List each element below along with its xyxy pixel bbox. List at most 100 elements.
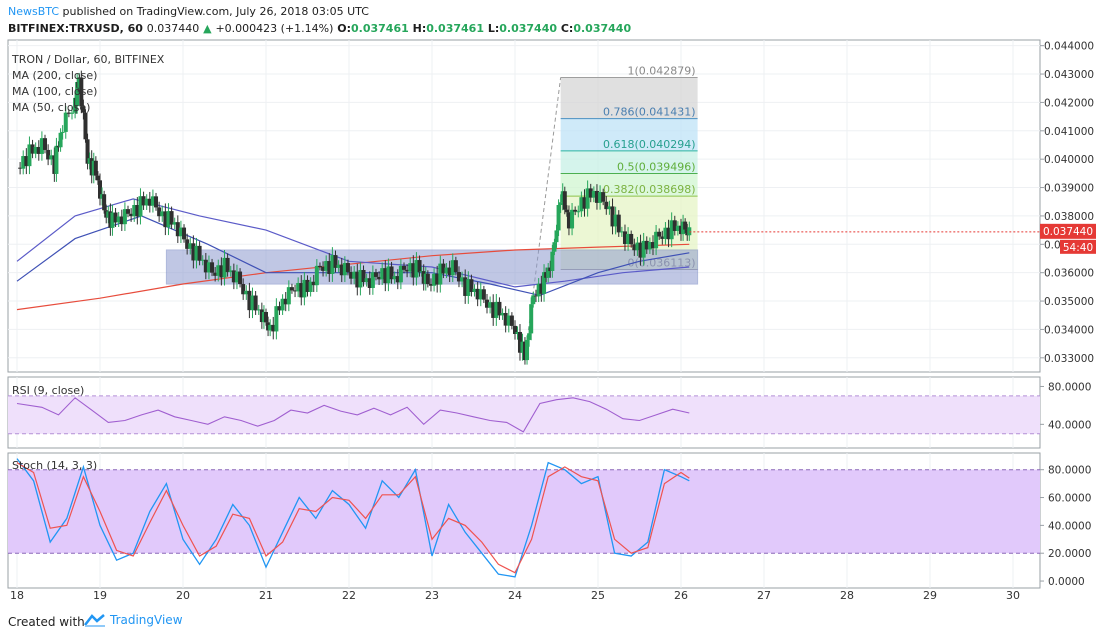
candle-body xyxy=(138,196,143,217)
rsi-label[interactable]: RSI (9, close) xyxy=(12,384,85,397)
candle-body xyxy=(638,242,643,258)
candle-body xyxy=(253,295,258,311)
candle-body xyxy=(432,273,437,286)
candle-body xyxy=(666,227,671,240)
stoch-label[interactable]: Stoch (14, 3, 3) xyxy=(12,459,98,472)
candle-body xyxy=(311,281,316,286)
open-value: 0.037461 xyxy=(351,22,409,35)
candle-body xyxy=(392,276,397,280)
candle-body xyxy=(166,211,171,228)
candle-body xyxy=(102,194,107,211)
candle-body xyxy=(358,269,363,288)
candle-body xyxy=(641,240,646,258)
candle-body xyxy=(685,229,690,236)
candle-body xyxy=(342,263,347,276)
candle-body xyxy=(647,242,652,250)
x-tick-label: 20 xyxy=(176,589,190,602)
candle-body xyxy=(414,260,419,278)
candle-body xyxy=(250,295,255,311)
candle-body xyxy=(550,251,555,271)
fib-level-label: 1(0.042879) xyxy=(628,64,696,77)
candle-body xyxy=(488,302,493,308)
x-tick-label: 26 xyxy=(674,589,688,602)
candle-body xyxy=(558,202,563,206)
candle-body xyxy=(529,304,534,334)
x-tick-label: 18 xyxy=(10,589,24,602)
x-tick-label: 23 xyxy=(425,589,439,602)
legend-ma200[interactable]: MA (200, close) xyxy=(12,69,98,82)
candle-body xyxy=(191,243,196,261)
candle-body xyxy=(522,341,527,361)
candle-body xyxy=(491,302,496,318)
candle-body xyxy=(503,312,508,326)
candle-body xyxy=(657,231,662,237)
candle-body xyxy=(330,255,335,274)
price-pane xyxy=(7,39,1041,373)
candle-body xyxy=(494,301,499,318)
candle-body xyxy=(419,271,424,273)
legend-ma100[interactable]: MA (100, close) xyxy=(12,85,98,98)
candle-body xyxy=(91,160,96,176)
candle-body xyxy=(271,324,276,332)
rsi-tick-label: 40.0000 xyxy=(1048,419,1091,431)
candle-body xyxy=(216,265,221,276)
candle-body xyxy=(484,299,489,308)
candle-body xyxy=(386,266,391,284)
x-tick-label: 22 xyxy=(342,589,356,602)
last-price: 0.037440 xyxy=(146,22,200,35)
up-arrow-icon: ▲ xyxy=(203,22,212,35)
candle-body xyxy=(497,301,502,316)
candle-body xyxy=(293,290,298,292)
tradingview-link[interactable]: TradingView xyxy=(84,613,183,627)
candle-body xyxy=(456,271,461,282)
candle-body xyxy=(160,211,165,217)
price-tick-label: 0.039000 xyxy=(1044,183,1094,195)
fib-zone xyxy=(560,77,698,119)
candle-body xyxy=(58,132,63,148)
candle-body xyxy=(106,211,111,218)
candle-body xyxy=(450,260,455,276)
candle-body xyxy=(447,267,452,276)
price-chart[interactable]: 18 19 20 21 22 23 24 25 26 27 28 29 30 0.044000 0.0430… xyxy=(0,38,1100,606)
candle-body xyxy=(277,306,282,311)
x-tick-label: 19 xyxy=(93,589,107,602)
candle-body xyxy=(30,144,35,154)
candle-body xyxy=(377,276,382,280)
candle-body xyxy=(395,276,400,283)
candle-body xyxy=(579,197,584,212)
low-value: 0.037440 xyxy=(499,22,558,35)
candle-body xyxy=(345,263,350,272)
candle-body xyxy=(660,236,665,239)
legend-ma50[interactable]: MA (50, close) xyxy=(12,101,91,114)
candle-body xyxy=(566,212,571,229)
candle-body xyxy=(539,283,544,294)
candle-body xyxy=(113,212,118,223)
candle-body xyxy=(570,209,575,229)
candle-body xyxy=(100,194,105,199)
candle-body xyxy=(163,211,168,228)
price-tick-label: 0.035000 xyxy=(1044,296,1094,308)
publisher-name[interactable]: NewsBTC xyxy=(8,5,60,18)
legend-title[interactable]: TRON / Dollar, 60, BITFINEX xyxy=(12,53,165,66)
candle-body xyxy=(274,306,279,332)
candle-body xyxy=(280,298,285,311)
candle-body xyxy=(116,216,121,223)
x-tick-label: 24 xyxy=(508,589,522,602)
candle-body xyxy=(261,311,266,323)
candle-body xyxy=(585,188,590,209)
fib-level-label: 0.382(0.038698) xyxy=(603,183,696,196)
candle-body xyxy=(56,145,61,148)
candle-body xyxy=(43,138,48,150)
candle-body xyxy=(544,272,549,278)
x-tick-label: 25 xyxy=(591,589,605,602)
candle-body xyxy=(560,191,565,203)
high-value: 0.037461 xyxy=(426,22,484,35)
fib-zone xyxy=(560,118,698,151)
footer: Created with TradingView xyxy=(0,606,1100,639)
candle-body xyxy=(182,227,187,240)
tradingview-name: TradingView xyxy=(110,613,183,627)
candle-body xyxy=(531,295,536,305)
candle-body xyxy=(157,207,162,217)
created-with-text: Created with xyxy=(8,615,85,629)
candle-body xyxy=(85,139,90,164)
